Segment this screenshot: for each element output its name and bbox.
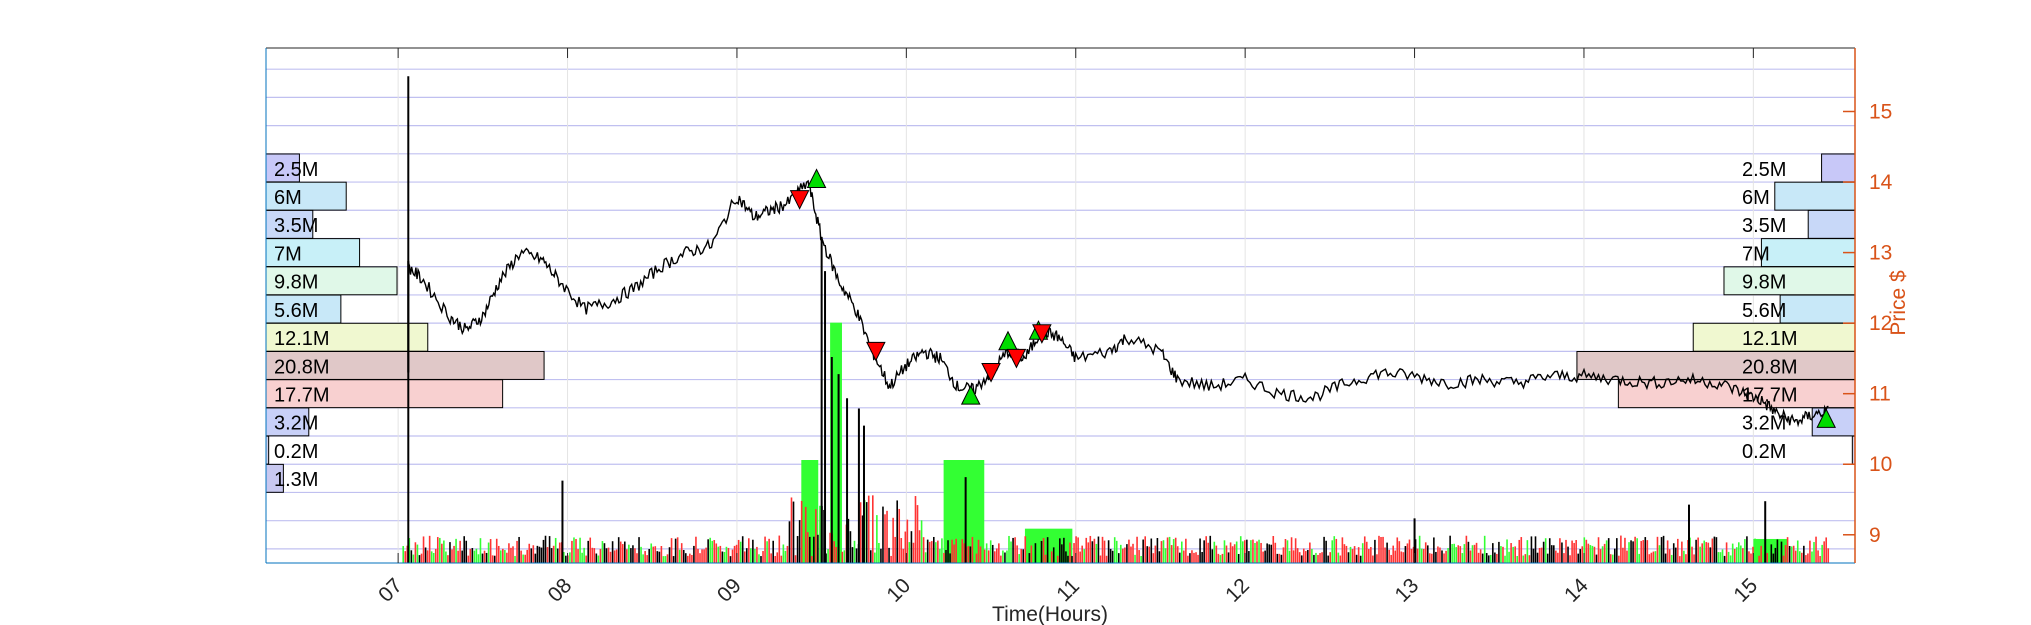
- volume-profile-label-left: 1.3M: [274, 469, 318, 491]
- volume-profile-label-right: 2.5M: [1742, 159, 1786, 181]
- sell-signal-marker: [866, 341, 886, 362]
- volume-profile-bar-right: [1779, 294, 1856, 324]
- price-series: [407, 76, 1829, 428]
- volume-profile-label-right: 6M: [1742, 187, 1770, 209]
- sell-signal-marker: [1006, 348, 1027, 369]
- volume-profile-bar-right: [1692, 322, 1856, 352]
- volume-profile-label-left: 2.5M: [274, 159, 318, 181]
- volume-block: [830, 322, 842, 563]
- volume-profile-bar-left: [265, 153, 300, 183]
- volume-profile: 2.5M 6M 3.5M 7M 9.8M 5.6M 12.1M 20.8M 17.7M 3.2M 0…: [265, 153, 1856, 493]
- volume-bars: [402, 236, 1830, 563]
- volume-profile-label-left: 3.2M: [274, 413, 318, 435]
- y-tick-label: 13: [1869, 242, 1892, 265]
- volume-profile-bar-right: [1576, 350, 1856, 380]
- volume-profile-label-left: 5.6M: [274, 300, 318, 322]
- volume-profile-bar-right: [1723, 266, 1856, 296]
- volume-profile-bar-right: [1617, 379, 1856, 409]
- x-axis-title: Time(Hours): [992, 603, 1108, 625]
- volume-profile-bar-right: [1821, 153, 1856, 183]
- y-tick-label: 14: [1869, 171, 1893, 194]
- price-line: [407, 179, 1829, 428]
- volume-profile-label-left: 17.7M: [274, 385, 330, 407]
- sell-signal-marker: [1032, 324, 1052, 344]
- sell-signal-marker: [789, 190, 810, 210]
- volume-profile-label-right: 7M: [1742, 243, 1770, 265]
- volume-profile-bar-right: [1807, 209, 1856, 239]
- volume-profile-bar-left: [265, 379, 504, 409]
- volume-profile-label-left: 3.5M: [274, 215, 318, 237]
- y-tick-label: 12: [1869, 312, 1892, 335]
- volume-profile-label-right: 5.6M: [1742, 300, 1786, 322]
- y-axis-title: Price $: [1887, 270, 1910, 336]
- volume-profile-bar-right: [1774, 181, 1856, 211]
- volume-profile-label-left: 7M: [274, 243, 302, 265]
- volume-profile-label-left: 6M: [274, 187, 302, 209]
- volume-profile-label-left: 20.8M: [274, 356, 330, 378]
- volume-profile-label-right: 3.2M: [1742, 413, 1786, 435]
- buy-signal-marker: [806, 168, 827, 189]
- volume-profile-bar-left: [265, 266, 398, 296]
- volume-profile-label-right: 17.7M: [1742, 385, 1798, 407]
- y-tick-label: 15: [1869, 100, 1892, 123]
- volume-profile-bar-left: [265, 407, 310, 437]
- volume-profile-bar-left: [265, 181, 347, 211]
- volume-profile-bar-left: [265, 350, 545, 380]
- sell-signal-marker: [981, 363, 1001, 383]
- y-tick-label: 9: [1869, 524, 1881, 547]
- y-tick-label: 11: [1869, 383, 1891, 406]
- volume-profile-label-left: 12.1M: [274, 328, 330, 350]
- trade-signals: [789, 168, 1837, 428]
- volume-profile-label-right: 20.8M: [1742, 356, 1798, 378]
- volume-profile-label-right: 12.1M: [1742, 328, 1798, 350]
- volume-profile-label-left: 0.2M: [274, 441, 318, 463]
- volume-profile-label-right: 3.5M: [1742, 215, 1786, 237]
- volume-profile-label-right: 9.8M: [1742, 272, 1786, 294]
- volume-profile-bar-right: [1760, 238, 1856, 268]
- buy-signal-marker: [960, 384, 981, 405]
- buy-signal-marker: [1816, 408, 1837, 428]
- volume-profile-label-left: 9.8M: [274, 272, 318, 294]
- volume-profile-label-right: 0.2M: [1742, 441, 1786, 463]
- y-tick-label: 10: [1869, 453, 1892, 476]
